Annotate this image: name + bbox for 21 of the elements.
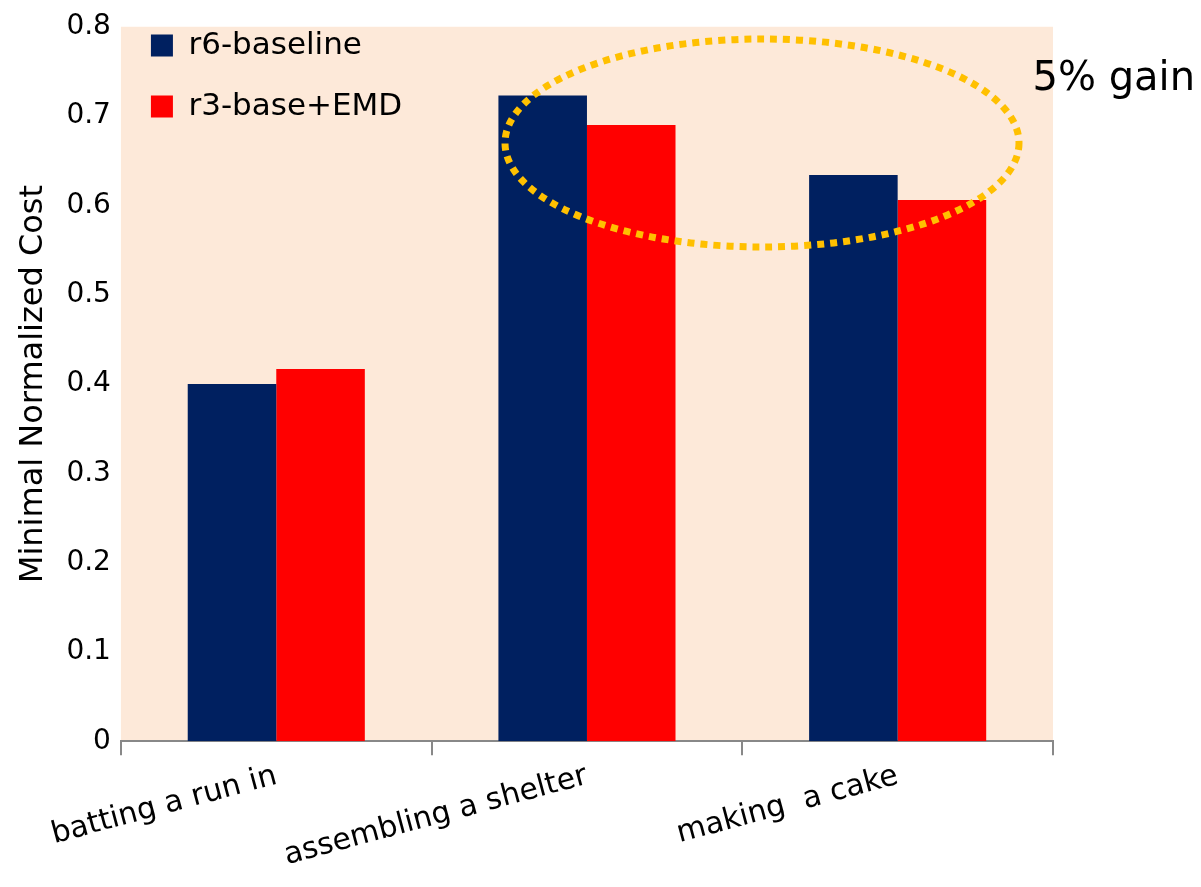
- y-tick-label: 0.8: [66, 8, 111, 42]
- bar: [586, 125, 676, 742]
- y-axis-title: Minimal Normalized Cost: [11, 184, 50, 584]
- y-tick-label: 0: [93, 722, 111, 756]
- x-tick-label: batting a run in: [46, 756, 281, 851]
- y-tick-label: 0.7: [66, 97, 111, 131]
- y-tick-label: 0.2: [66, 543, 111, 577]
- y-tick-label: 0.1: [66, 633, 111, 667]
- y-tick-label: 0.3: [66, 454, 111, 488]
- bar: [897, 200, 987, 742]
- y-tick-label: 0.5: [66, 276, 111, 310]
- legend-label: r6-baseline: [188, 24, 362, 61]
- x-tick-label: making a cake: [672, 756, 902, 850]
- bar: [276, 368, 365, 742]
- bar: [187, 384, 277, 742]
- bar: [498, 95, 587, 742]
- legend-label: r3-base+EMD: [188, 85, 403, 122]
- bar: [809, 175, 898, 742]
- y-tick-label: 0.4: [66, 365, 111, 399]
- y-tick-label: 0.6: [66, 186, 111, 220]
- annotation: 5% gain: [1032, 53, 1195, 100]
